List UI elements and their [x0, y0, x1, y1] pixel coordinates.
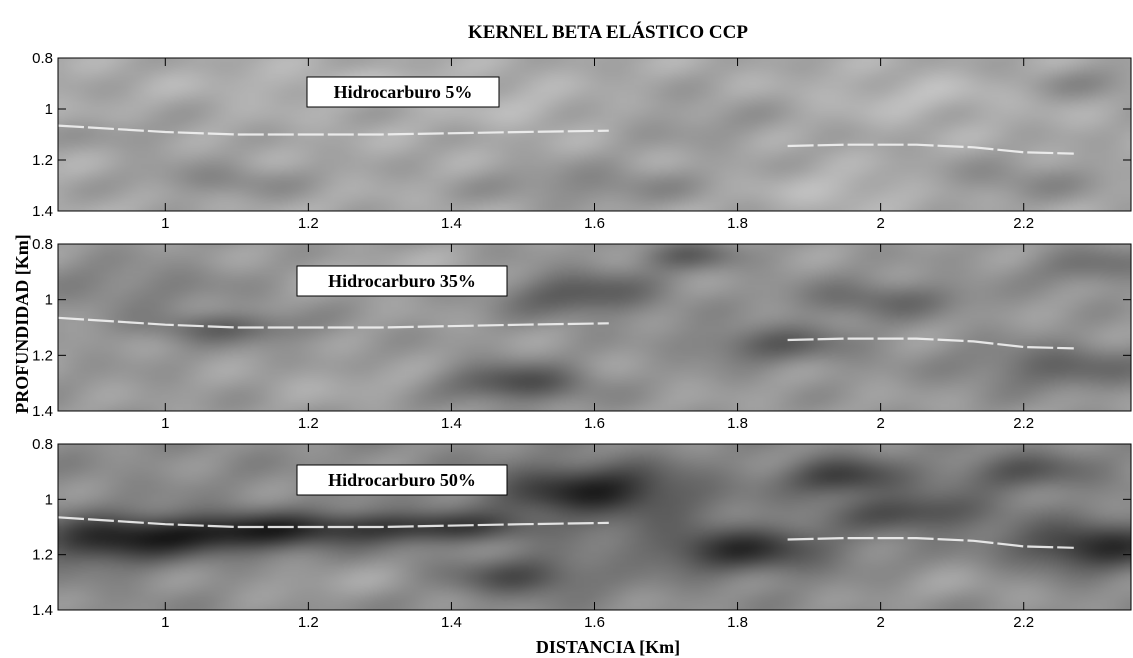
- annotation-box: [296, 464, 508, 496]
- y-tick-label: 1: [45, 101, 53, 118]
- y-tick-label: 0.8: [32, 50, 53, 67]
- x-tick-label: 1.4: [441, 415, 462, 432]
- x-tick-label: 1: [161, 215, 169, 232]
- y-tick-label: 0.8: [32, 236, 53, 253]
- y-tick-label: 0.8: [32, 436, 53, 453]
- x-tick-label: 2.2: [1013, 614, 1034, 631]
- x-tick-label: 1.4: [441, 215, 462, 232]
- horizon-line-1: [57, 516, 609, 529]
- x-tick-label: 1.6: [584, 215, 605, 232]
- horizon-line-2: [787, 143, 1074, 155]
- x-tick-label: 1.8: [727, 415, 748, 432]
- horizon-line-1: [57, 124, 609, 136]
- x-tick-label: 2: [876, 215, 884, 232]
- panel-3: 1 1.2 1.4 1.6 1.8 2 2.2 0.8 1 1.2 1.4 Hidrocarburo …: [32, 436, 1132, 631]
- x-axis-label: DISTANCIA [Km]: [536, 637, 680, 657]
- horizon-line-2: [787, 536, 1074, 549]
- annotation-label: Hidrocarburo 5%: [334, 82, 473, 102]
- x-tick-label: 1.2: [298, 614, 319, 631]
- y-tick-label: 1.2: [32, 347, 53, 364]
- annotation-box: [296, 265, 508, 297]
- panel-2: 1 1.2 1.4 1.6 1.8 2 2.2 0.8 1 1.2 1.4 Hidrocarburo …: [32, 236, 1132, 432]
- x-tick-label: 2.2: [1013, 215, 1034, 232]
- heatmap-field: [58, 58, 1131, 211]
- y-tick-label: 1.4: [32, 203, 53, 220]
- panel-1: 1 1.2 1.4 1.6 1.8 2 2.2 0.8 1 1.2 1.4 Hidrocarburo …: [32, 50, 1132, 232]
- y-tick-label: 1.4: [32, 403, 53, 420]
- x-tick-label: 1.2: [298, 215, 319, 232]
- annotation-label: Hidrocarburo 50%: [328, 470, 476, 490]
- y-tick-label: 1.2: [32, 152, 53, 169]
- annotation-box: [306, 76, 500, 108]
- x-tick-label: 1.6: [584, 614, 605, 631]
- x-tick-label: 1: [161, 614, 169, 631]
- x-tick-label: 2.2: [1013, 415, 1034, 432]
- x-tick-label: 1.6: [584, 415, 605, 432]
- y-tick-label: 1.2: [32, 547, 53, 564]
- y-tick-label: 1.4: [32, 602, 53, 619]
- x-tick-label: 2: [876, 614, 884, 631]
- heatmap-field: [58, 444, 1131, 610]
- annotation-label: Hidrocarburo 35%: [328, 271, 476, 291]
- x-tick-label: 1.8: [727, 215, 748, 232]
- y-tick-label: 1: [45, 292, 53, 309]
- x-tick-label: 1.4: [441, 614, 462, 631]
- panels: 1 1.2 1.4 1.6 1.8 2 2.2 0.8 1 1.2 1.4 Hidrocarburo …: [32, 50, 1132, 631]
- horizon-line-1: [57, 316, 609, 329]
- x-tick-label: 1.8: [727, 614, 748, 631]
- heatmap-field: [58, 244, 1131, 411]
- x-tick-label: 1.2: [298, 415, 319, 432]
- y-axis-label: PROFUNDIDAD [Km]: [12, 234, 32, 413]
- y-tick-label: 1: [45, 491, 53, 508]
- horizon-line-2: [787, 337, 1074, 350]
- x-tick-label: 1: [161, 415, 169, 432]
- x-tick-label: 2: [876, 415, 884, 432]
- chart-title: KERNEL BETA ELÁSTICO CCP: [468, 21, 748, 43]
